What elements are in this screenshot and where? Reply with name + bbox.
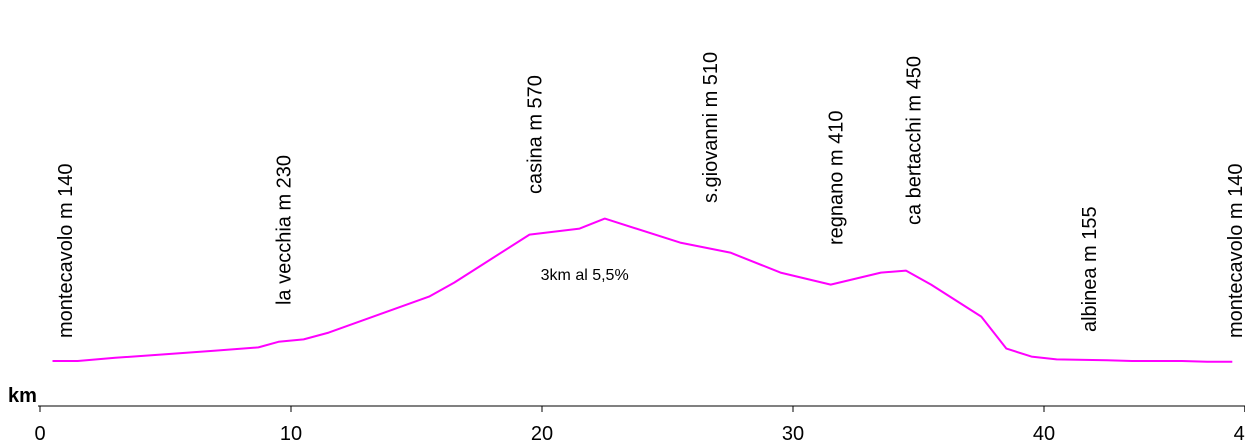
- place-label: casina m 570: [525, 75, 547, 194]
- annotations: 3km al 5,5%: [541, 267, 629, 284]
- place-label: albinea m 155: [1079, 206, 1101, 332]
- x-tick-label: 10: [280, 423, 302, 445]
- x-tick-label: 0: [34, 423, 45, 445]
- x-axis-unit-label: km: [8, 385, 37, 407]
- place-label: s.giovanni m 510: [700, 52, 722, 203]
- place-label: montecavolo m 140: [55, 163, 77, 338]
- place-label: la vecchia m 230: [274, 155, 296, 305]
- x-tick-label: 20: [531, 423, 553, 445]
- elevation-profile-line: [52, 217, 1233, 363]
- x-tick-label: 48: [1234, 423, 1245, 445]
- place-label: regnano m 410: [826, 110, 848, 245]
- place-label: montecavolo m 140: [1225, 163, 1245, 338]
- x-axis-ticks: 0 10 20 30 40 48: [34, 406, 1245, 445]
- x-tick-label: 40: [1033, 423, 1055, 445]
- x-tick-label: 30: [782, 423, 804, 445]
- place-labels: montecavolo m 140 la vecchia m 230 casina …: [55, 52, 1245, 338]
- grade-annotation: 3km al 5,5%: [541, 267, 629, 284]
- place-label: ca bertacchi m 450: [904, 56, 926, 225]
